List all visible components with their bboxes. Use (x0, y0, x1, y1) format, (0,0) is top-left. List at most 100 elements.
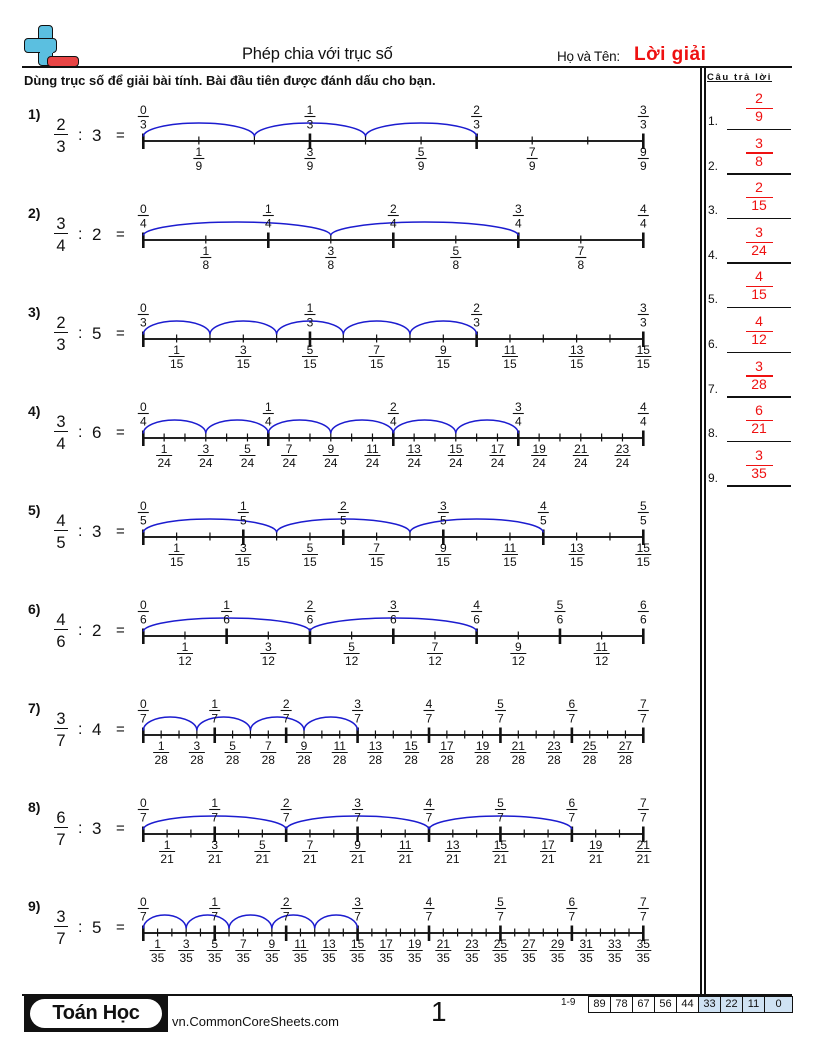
label-numerator: 15 (494, 838, 508, 852)
top-fraction-label: 07 (137, 796, 149, 825)
answer-blank-line[interactable] (727, 217, 791, 220)
answer-blank-line[interactable] (727, 173, 791, 175)
top-fraction-label: 57 (494, 697, 506, 726)
label-denominator: 15 (303, 357, 317, 371)
label-numerator: 15 (404, 739, 418, 753)
label-denominator: 5 (140, 514, 147, 528)
problem-8: 8) 6 7:3 = 0 7 1 7 2 7 3 7 4 7 5 7 6 7 7 7 1 21 3 21 5 21 7 21 9 21 11… (0, 789, 690, 879)
dividend-numerator: 6 (56, 809, 66, 827)
label-numerator: 5 (497, 796, 504, 810)
label-denominator: 24 (282, 456, 296, 470)
label-denominator: 5 (340, 514, 347, 528)
label-numerator: 2 (390, 400, 397, 414)
label-numerator: 5 (497, 895, 504, 909)
top-fraction-label: 67 (566, 697, 578, 726)
label-numerator: 3 (211, 838, 218, 852)
label-numerator: 5 (259, 838, 266, 852)
bottom-fraction-label: 712 (426, 640, 443, 668)
label-numerator: 3 (640, 103, 647, 117)
answer-blank-line[interactable] (727, 440, 791, 443)
label-numerator: 5 (452, 244, 459, 258)
label-numerator: 29 (551, 937, 565, 951)
label-numerator: 1 (265, 400, 272, 414)
label-denominator: 6 (307, 613, 314, 627)
jump-arc (142, 122, 256, 137)
label-denominator: 24 (407, 456, 421, 470)
divisor: 6 (92, 423, 102, 442)
label-denominator: 4 (390, 415, 397, 429)
problem-3: 3) 2 3:5 = 0 3 1 3 2 3 3 3 1 15 3 15 5 15 7 15 9 15 11 15 13 15 15… (0, 294, 690, 384)
dividend-numerator: 3 (56, 908, 66, 926)
label-numerator: 0 (140, 499, 147, 513)
bottom-fraction-label: 521 (254, 838, 271, 866)
top-fraction-label: 47 (423, 895, 435, 924)
score-cell: 44 (677, 997, 699, 1012)
label-numerator: 9 (301, 739, 308, 753)
top-fraction-label: 24 (387, 400, 399, 429)
divisor: 3 (92, 819, 102, 838)
label-denominator: 6 (223, 613, 230, 627)
label-denominator: 28 (333, 753, 347, 767)
bottom-fraction-label: 928 (296, 739, 313, 767)
answer-blank-line[interactable] (727, 306, 791, 309)
label-denominator: 8 (202, 258, 209, 272)
answer-number: 9. (708, 470, 719, 485)
label-denominator: 28 (547, 753, 561, 767)
problem-4: 4) 3 4:6 = 0 4 1 4 2 4 3 4 4 4 1 24 3 24 5 24 7 24 9 24 11 24 13 24… (0, 393, 690, 483)
label-denominator: 28 (190, 753, 204, 767)
label-numerator: 7 (373, 541, 380, 555)
label-numerator: 6 (569, 895, 576, 909)
label-denominator: 35 (294, 951, 308, 965)
bottom-fraction-label: 915 (435, 343, 452, 371)
label-numerator: 7 (373, 343, 380, 357)
jump-arc (142, 914, 187, 929)
jump-arc (228, 914, 273, 929)
answer-blank-line[interactable] (727, 351, 791, 353)
site-link[interactable]: vn.CommonCoreSheets.com (172, 1014, 339, 1029)
bottom-fraction-label: 79 (526, 145, 538, 173)
answer-blank-line[interactable] (727, 396, 791, 398)
label-numerator: 1 (182, 640, 189, 654)
label-denominator: 12 (512, 654, 526, 668)
label-numerator: 3 (515, 202, 522, 216)
label-denominator: 24 (616, 456, 630, 470)
bottom-fraction-label: 324 (197, 442, 214, 470)
label-numerator: 11 (399, 838, 412, 852)
label-denominator: 24 (241, 456, 255, 470)
answer-fraction-bar (746, 375, 773, 377)
answer-blank-line[interactable] (727, 262, 791, 264)
answer-blank-line[interactable] (727, 128, 791, 130)
bottom-fraction-label: 135 (149, 937, 166, 965)
label-denominator: 7 (426, 712, 433, 726)
answer-number: 2. (708, 158, 719, 173)
label-denominator: 7 (354, 712, 361, 726)
jump-arc (142, 518, 278, 533)
bottom-fraction-label: 715 (368, 343, 385, 371)
divisor: 4 (92, 720, 102, 739)
label-numerator: 2 (283, 796, 290, 810)
label-denominator: 15 (570, 555, 584, 569)
label-numerator: 4 (640, 202, 647, 216)
label-numerator: 5 (557, 598, 564, 612)
label-numerator: 1 (211, 697, 218, 711)
label-numerator: 33 (608, 937, 622, 951)
answer-blank-line[interactable] (727, 485, 791, 487)
answer-fraction-bar (746, 464, 773, 466)
label-denominator: 15 (570, 357, 584, 371)
fraction-bar (54, 431, 68, 433)
label-numerator: 11 (366, 442, 379, 456)
label-denominator: 24 (157, 456, 171, 470)
label-denominator: 28 (369, 753, 383, 767)
label-numerator: 1 (158, 739, 165, 753)
jump-arc (313, 914, 359, 929)
label-numerator: 1 (211, 796, 218, 810)
label-denominator: 24 (199, 456, 213, 470)
